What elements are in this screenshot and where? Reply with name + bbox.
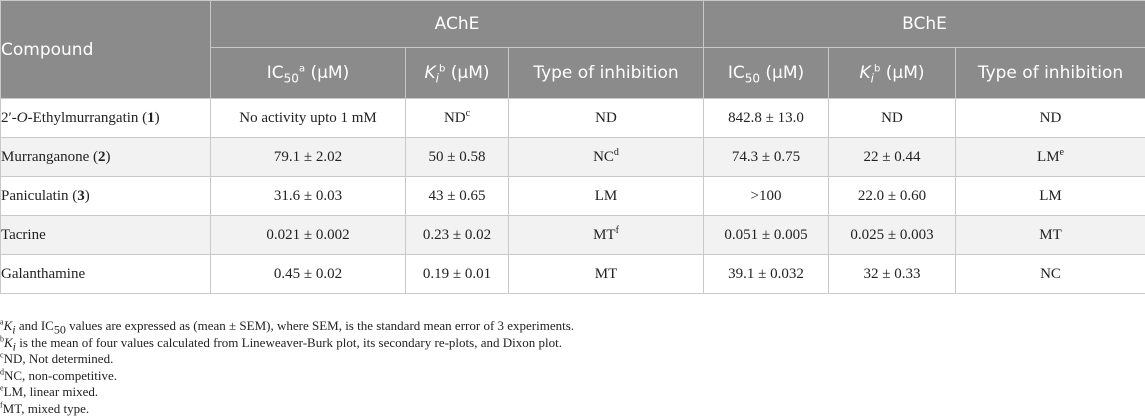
- footnote: bKi is the mean of four values calculate…: [0, 335, 1140, 352]
- cell-bche-ic50: 74.3 ± 0.75: [704, 138, 829, 177]
- cell-ache-ki: 0.23 ± 0.02: [406, 216, 509, 255]
- cell-bche-ki: 0.025 ± 0.003: [829, 216, 956, 255]
- cell-bche-type: LMe: [956, 138, 1145, 177]
- cell-bche-type: MT: [956, 216, 1145, 255]
- cell-ache-type: NCd: [509, 138, 704, 177]
- footnotes: aKi and IC50 values are expressed as (me…: [0, 318, 1140, 417]
- header-bche-ic50: IC50 (μM): [704, 48, 829, 99]
- results-table: Compound AChE BChE IC50a (μM) Kib (μM) T…: [0, 0, 1145, 294]
- header-compound: Compound: [1, 1, 211, 99]
- cell-bche-ic50: 0.051 ± 0.005: [704, 216, 829, 255]
- table-row-3: Paniculatin (3) 31.6 ± 0.03 43 ± 0.65 LM…: [1, 177, 1145, 216]
- header-row-1: Compound AChE BChE: [1, 1, 1145, 48]
- footnote: fMT, mixed type.: [0, 401, 1140, 417]
- cell-ache-ic50: No activity upto 1 mM: [211, 99, 406, 138]
- cell-ache-ic50: 79.1 ± 2.02: [211, 138, 406, 177]
- cell-ache-ic50: 0.45 ± 0.02: [211, 255, 406, 294]
- header-bche-type: Type of inhibition: [956, 48, 1145, 99]
- header-bche-ki: Kib (μM): [829, 48, 956, 99]
- cell-compound: Tacrine: [1, 216, 211, 255]
- cell-ache-type: LM: [509, 177, 704, 216]
- footnote: aKi and IC50 values are expressed as (me…: [0, 318, 1140, 335]
- cell-bche-type: ND: [956, 99, 1145, 138]
- cell-ache-type: ND: [509, 99, 704, 138]
- cell-bche-type: LM: [956, 177, 1145, 216]
- cell-bche-ki: 32 ± 0.33: [829, 255, 956, 294]
- cell-ache-type: MTf: [509, 216, 704, 255]
- cell-ache-ki: 43 ± 0.65: [406, 177, 509, 216]
- footnote: dNC, non-competitive.: [0, 368, 1140, 385]
- cell-bche-ic50: >100: [704, 177, 829, 216]
- cell-bche-type: NC: [956, 255, 1145, 294]
- cell-compound: Murranganone (2): [1, 138, 211, 177]
- header-ache-ic50: IC50a (μM): [211, 48, 406, 99]
- cell-bche-ki: ND: [829, 99, 956, 138]
- cell-bche-ic50: 39.1 ± 0.032: [704, 255, 829, 294]
- table-row-5: Galanthamine 0.45 ± 0.02 0.19 ± 0.01 MT …: [1, 255, 1145, 294]
- cell-bche-ki: 22 ± 0.44: [829, 138, 956, 177]
- cell-bche-ki: 22.0 ± 0.60: [829, 177, 956, 216]
- cell-ache-ki: 0.19 ± 0.01: [406, 255, 509, 294]
- cell-ache-type: MT: [509, 255, 704, 294]
- cell-ache-ic50: 31.6 ± 0.03: [211, 177, 406, 216]
- table-row-2: Murranganone (2) 79.1 ± 2.02 50 ± 0.58 N…: [1, 138, 1145, 177]
- footnote: eLM, linear mixed.: [0, 384, 1140, 401]
- footnote: cND, Not determined.: [0, 351, 1140, 368]
- table-row-4: Tacrine 0.021 ± 0.002 0.23 ± 0.02 MTf 0.…: [1, 216, 1145, 255]
- header-ache: AChE: [211, 1, 704, 48]
- cell-ache-ki: 50 ± 0.58: [406, 138, 509, 177]
- header-ache-ki: Kib (μM): [406, 48, 509, 99]
- header-bche: BChE: [704, 1, 1145, 48]
- cell-compound: 2′-O-Ethylmurrangatin (1): [1, 99, 211, 138]
- table-row-1: 2′-O-Ethylmurrangatin (1) No activity up…: [1, 99, 1145, 138]
- cell-bche-ic50: 842.8 ± 13.0: [704, 99, 829, 138]
- cell-compound: Galanthamine: [1, 255, 211, 294]
- cell-compound: Paniculatin (3): [1, 177, 211, 216]
- cell-ache-ki: NDc: [406, 99, 509, 138]
- header-ache-type: Type of inhibition: [509, 48, 704, 99]
- cell-ache-ic50: 0.021 ± 0.002: [211, 216, 406, 255]
